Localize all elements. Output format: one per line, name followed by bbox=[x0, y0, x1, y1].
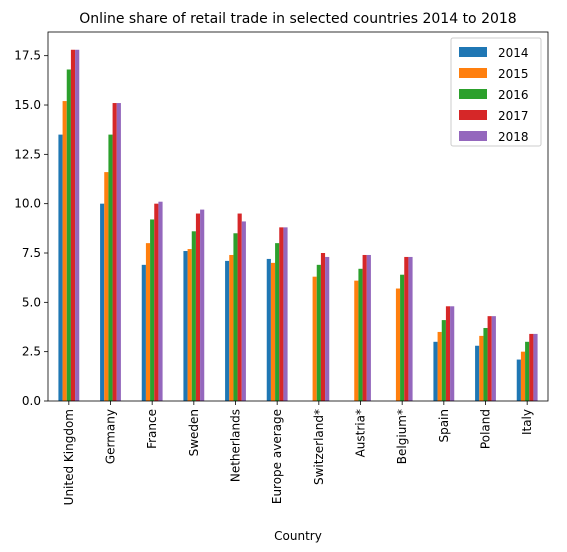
x-tick-label: Sweden bbox=[187, 409, 201, 456]
bar-2017 bbox=[362, 254, 367, 401]
bar-2015 bbox=[229, 254, 234, 401]
bar-2017 bbox=[195, 213, 201, 401]
bar-2016 bbox=[483, 327, 488, 401]
y-tick-label: 17.5 bbox=[14, 49, 41, 63]
bar-2015 bbox=[270, 262, 276, 401]
bars-group bbox=[58, 49, 538, 402]
bar-2018 bbox=[241, 221, 246, 401]
bar-2016 bbox=[358, 268, 363, 401]
bar-2017 bbox=[529, 333, 534, 401]
x-tick-label: Poland bbox=[479, 409, 493, 449]
bar-2015 bbox=[479, 335, 484, 401]
bar-2016 bbox=[275, 243, 280, 401]
y-tick-label: 10.0 bbox=[14, 197, 41, 211]
y-tick-label: 7.5 bbox=[22, 246, 41, 260]
legend-label: 2016 bbox=[498, 88, 529, 102]
bar-2016 bbox=[191, 231, 196, 401]
y-tick-label: 2.5 bbox=[22, 345, 41, 359]
bar-2017 bbox=[70, 49, 76, 401]
bar-2017 bbox=[279, 227, 284, 401]
legend-swatch bbox=[459, 89, 487, 99]
legend-swatch bbox=[459, 131, 487, 141]
x-tick-label: Netherlands bbox=[229, 409, 243, 482]
x-axis: United Kingdom Germany France Sweden Netherl… bbox=[62, 401, 534, 505]
bar-2018 bbox=[200, 209, 205, 401]
bar-2017 bbox=[487, 316, 492, 401]
bar-2018 bbox=[450, 306, 455, 401]
legend: 2014 2015 2016 2017 2018 bbox=[450, 37, 542, 147]
bar-2014 bbox=[183, 251, 188, 401]
bar-2017 bbox=[404, 256, 409, 401]
x-tick-label: Italy bbox=[520, 409, 534, 435]
x-tick-label: Germany bbox=[104, 409, 118, 464]
bar-2017 bbox=[320, 253, 326, 401]
y-tick-label: 5.0 bbox=[22, 295, 41, 309]
x-tick-label: United Kingdom bbox=[62, 409, 76, 505]
bar-2014 bbox=[141, 264, 146, 401]
legend-swatch bbox=[459, 47, 487, 57]
bar-2018 bbox=[75, 49, 80, 401]
bar-2014 bbox=[58, 134, 63, 401]
bar-2016 bbox=[316, 264, 321, 401]
bar-2016 bbox=[525, 341, 530, 401]
bar-2014 bbox=[100, 203, 105, 401]
bar-2018 bbox=[325, 256, 330, 401]
bar-2016 bbox=[108, 134, 113, 401]
y-tick-label: 0.0 bbox=[22, 394, 41, 408]
bar-2016 bbox=[400, 274, 405, 401]
bar-2014 bbox=[266, 258, 271, 401]
bar-2015 bbox=[187, 249, 192, 401]
x-tick-label: Belgium* bbox=[395, 409, 409, 464]
bar-2018 bbox=[491, 316, 496, 401]
legend-swatch bbox=[459, 68, 487, 78]
legend-label: 2015 bbox=[498, 67, 529, 81]
bar-2015 bbox=[395, 288, 401, 401]
bar-2014 bbox=[225, 260, 230, 401]
x-tick-label: Spain bbox=[437, 409, 451, 443]
bar-2018 bbox=[158, 201, 163, 401]
bar-2015 bbox=[145, 243, 151, 401]
bar-2017 bbox=[237, 213, 242, 401]
x-axis-label: Country bbox=[274, 529, 322, 543]
bar-2014 bbox=[433, 341, 438, 401]
y-axis: 0.0 2.5 5.0 7.5 10.0 12.5 15.0 17.5 bbox=[14, 49, 48, 408]
bar-2017 bbox=[445, 306, 451, 401]
bar-2018 bbox=[366, 254, 371, 401]
x-tick-label: France bbox=[145, 409, 159, 449]
bar-2016 bbox=[150, 219, 155, 401]
bar-2015 bbox=[354, 280, 359, 401]
bar-2015 bbox=[62, 101, 67, 401]
bar-2017 bbox=[112, 103, 117, 402]
bar-2014 bbox=[475, 345, 480, 401]
y-tick-label: 12.5 bbox=[14, 147, 41, 161]
bar-2018 bbox=[533, 333, 538, 401]
x-tick-label: Switzerland* bbox=[312, 409, 326, 485]
bar-2015 bbox=[104, 172, 109, 401]
x-tick-label: Austria* bbox=[354, 409, 368, 457]
chart-title: Online share of retail trade in selected… bbox=[79, 11, 516, 27]
bar-2015 bbox=[312, 276, 317, 401]
y-tick-label: 15.0 bbox=[14, 98, 41, 112]
bar-2016 bbox=[441, 320, 446, 401]
bar-2015 bbox=[437, 331, 442, 401]
legend-label: 2014 bbox=[498, 46, 529, 60]
bar-2017 bbox=[154, 203, 159, 401]
bar-2018 bbox=[283, 227, 288, 401]
x-tick-label: Europe average bbox=[270, 409, 284, 504]
bar-2018 bbox=[116, 103, 121, 402]
legend-label: 2018 bbox=[498, 130, 529, 144]
bar-2018 bbox=[408, 256, 413, 401]
bar-2016 bbox=[233, 233, 238, 401]
plot-frame bbox=[47, 31, 549, 402]
bar-2016 bbox=[66, 69, 71, 402]
legend-swatch bbox=[459, 110, 487, 120]
legend-label: 2017 bbox=[498, 109, 529, 123]
bar-2015 bbox=[520, 351, 526, 401]
bar-2014 bbox=[516, 359, 521, 401]
